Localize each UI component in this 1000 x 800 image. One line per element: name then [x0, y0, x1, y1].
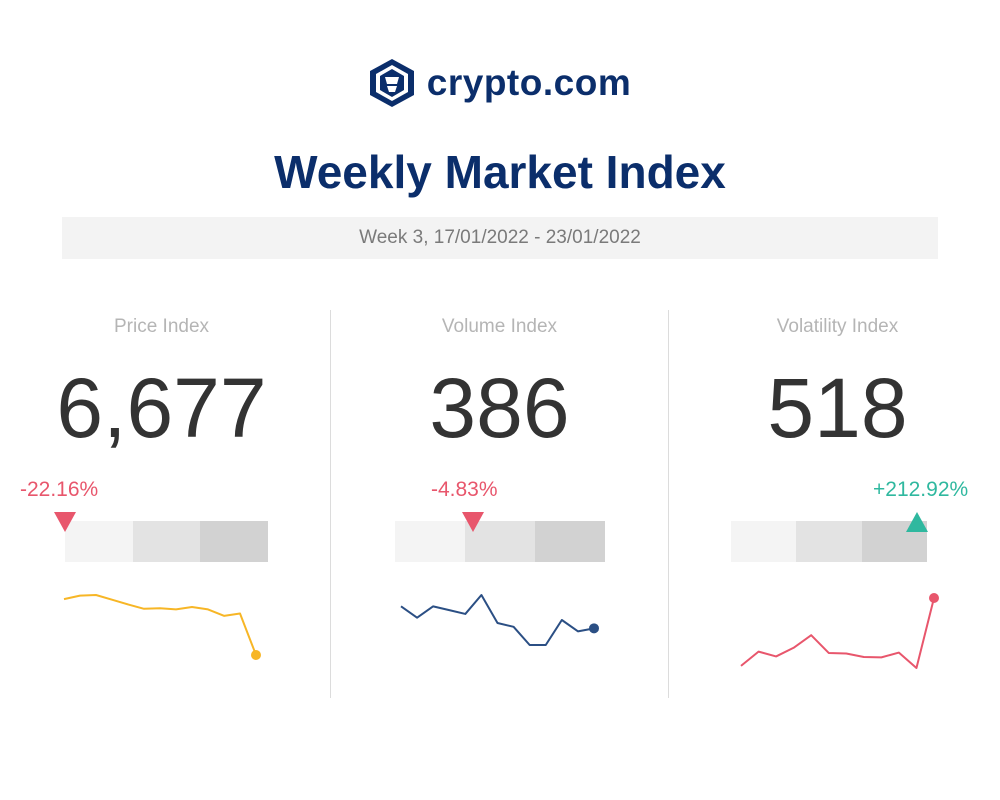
- sparkline-series: [63, 594, 257, 656]
- volatility-index-up-marker-icon: [906, 512, 929, 532]
- volume-index-label: Volume Index: [441, 316, 558, 337]
- sparkline-endpoint: [251, 650, 261, 660]
- page-title: Weekly Market Index: [274, 146, 726, 198]
- volume-index-gauge: [395, 521, 605, 562]
- volume-index-panel: Volume Index 386: [331, 310, 668, 700]
- price-index-down-marker-icon: [54, 512, 76, 532]
- volatility-index-panel: Volatility Index 518: [669, 310, 1000, 700]
- brand-logo: crypto.com: [0, 58, 1000, 108]
- price-index-gauge: [65, 521, 269, 562]
- sparkline-endpoint: [929, 593, 939, 603]
- brand-name: crypto.com: [426, 62, 632, 103]
- price-index-value: 6,677: [56, 361, 267, 455]
- week-range-text: Week 3, 17/01/2022 - 23/01/2022: [359, 227, 641, 248]
- volume-index-down-marker-icon: [461, 512, 484, 532]
- sparkline-endpoint: [589, 623, 599, 634]
- volatility-index-label: Volatility Index: [776, 316, 899, 337]
- crypto-lion-shield-icon: [369, 59, 414, 107]
- sparkline-series: [400, 594, 595, 646]
- week-range-bar: Week 3, 17/01/2022 - 23/01/2022: [62, 217, 938, 259]
- volatility-index-sparkline: [740, 593, 939, 669]
- volatility-index-gauge: [731, 521, 927, 562]
- column-divider: [668, 310, 669, 698]
- volatility-index-change: +212.92%: [873, 478, 969, 501]
- volume-index-change: -4.83%: [431, 478, 498, 501]
- price-index-sparkline: [63, 594, 261, 660]
- price-index-change: -22.16%: [20, 478, 99, 501]
- volume-index-sparkline: [400, 594, 599, 646]
- sparkline-series: [740, 597, 935, 669]
- price-index-label: Price Index: [113, 316, 210, 337]
- column-divider: [330, 310, 331, 698]
- volume-index-value: 386: [429, 361, 570, 455]
- volatility-index-value: 518: [767, 361, 908, 455]
- price-index-panel: Price Index 6,677: [0, 310, 330, 700]
